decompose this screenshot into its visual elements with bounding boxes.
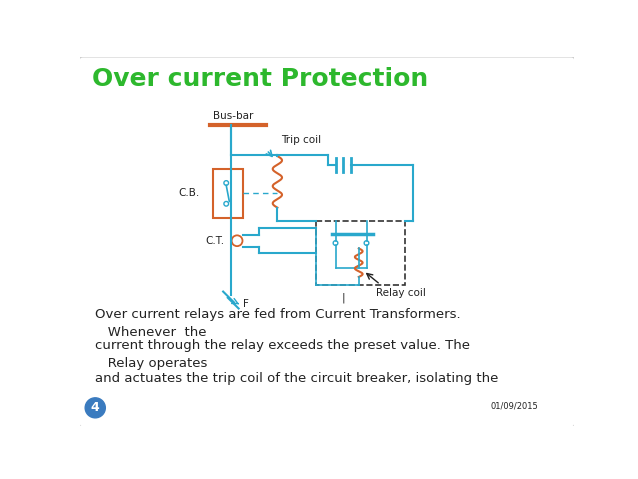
Text: Trip coil: Trip coil <box>281 135 322 145</box>
Bar <box>213 169 242 217</box>
Text: Over current relays are fed from Current Transformers.
   Whenever  the: Over current relays are fed from Current… <box>95 308 461 339</box>
Text: 01/09/2015: 01/09/2015 <box>491 402 538 411</box>
Text: |: | <box>341 293 345 303</box>
Text: 4: 4 <box>91 401 100 414</box>
Text: and actuates the trip coil of the circuit breaker, isolating the: and actuates the trip coil of the circui… <box>95 372 499 385</box>
Text: Relay coil: Relay coil <box>376 288 426 298</box>
Bar <box>316 221 405 285</box>
Text: current through the relay exceeds the preset value. The
   Relay operates: current through the relay exceeds the pr… <box>95 339 470 369</box>
Text: C.T.: C.T. <box>205 236 225 246</box>
Text: F: F <box>243 299 249 309</box>
Circle shape <box>85 398 105 418</box>
Text: Over current Protection: Over current Protection <box>92 67 428 91</box>
Text: C.B.: C.B. <box>179 188 200 198</box>
Text: Bus-bar: Bus-bar <box>213 112 253 121</box>
